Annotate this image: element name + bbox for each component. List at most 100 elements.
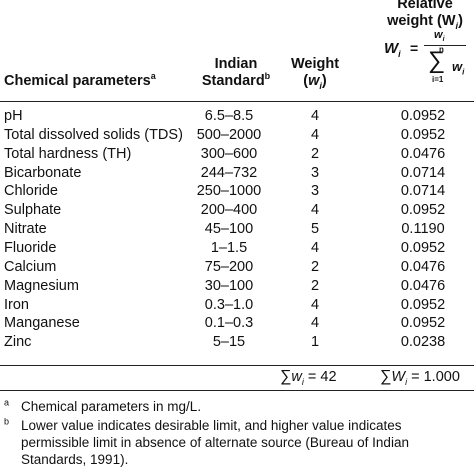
sum-icon: ∑	[380, 368, 392, 385]
relative-weight-value: 0.0952	[400, 108, 446, 124]
indian-standard-value: 0.1–0.3	[204, 315, 254, 332]
formula-lhs: W	[384, 40, 399, 57]
parameter-name: Total hardness (TH)	[4, 145, 132, 162]
header-standard-line1: Indian	[214, 56, 258, 72]
weight-value: 2	[310, 145, 320, 162]
relative-weight-value: 0.0952	[400, 296, 446, 313]
table-row: Calcium 75–200 2 0.0476	[0, 258, 474, 276]
relative-weight-value: 0.0476	[400, 258, 446, 275]
table-row: Chloride 250–1000 3 0.0714	[0, 182, 474, 200]
relative-total: ∑Wi = 1.000	[380, 368, 460, 387]
sum-icon: ∑	[280, 368, 292, 385]
formula-upper-limit: n	[439, 45, 444, 54]
weight-value: 2	[310, 277, 320, 294]
header-rule	[0, 101, 474, 102]
indian-standard-value: 0.3–1.0	[204, 296, 254, 313]
indian-standard-value: 250–1000	[196, 183, 262, 200]
header-weight-line2: (wi)	[303, 73, 327, 91]
relative-weight-value: 0.0476	[400, 145, 446, 162]
footnote-a-text: Chemical parameters in mg/L.	[21, 399, 202, 414]
parameter-name: Nitrate	[4, 221, 47, 238]
weight-value: 1	[310, 334, 320, 351]
relative-weight-value: 0.0476	[400, 277, 446, 294]
relative-total-value: = 1.000	[411, 369, 460, 385]
indian-standard-value: 5–15	[212, 334, 246, 351]
weight-total: ∑wi = 42	[280, 368, 337, 387]
parameter-name: pH	[4, 108, 23, 124]
footnote-b: b Lower value indicates desirable limit,…	[4, 416, 472, 467]
header-chemical-parameters: Chemical parametersa	[4, 71, 156, 90]
parameter-name: Sulphate	[4, 202, 62, 219]
totals-row: ∑wi = 42 ∑Wi = 1.000	[0, 368, 474, 387]
table-row: Bicarbonate 244–732 3 0.0714	[0, 164, 474, 182]
relative-weight-value: 0.0952	[400, 239, 446, 256]
footnote-b-text: Lower value indicates desirable limit, a…	[21, 418, 409, 467]
indian-standard-value: 30–100	[204, 277, 254, 294]
indian-standard-value: 1–1.5	[210, 239, 248, 256]
weight-value: 4	[310, 239, 320, 256]
header-standard-line2: Standardb	[201, 71, 271, 89]
indian-standard-value: 45–100	[204, 221, 254, 238]
table-row: Total hardness (TH) 300–600 2 0.0476	[0, 145, 474, 163]
indian-standard-value: 200–400	[200, 202, 258, 219]
table-row: Nitrate 45–100 5 0.1190	[0, 220, 474, 238]
relative-weight-formula: Wi = wi n ∑ wi i=1	[384, 29, 466, 84]
table-row: Iron 0.3–1.0 4 0.0952	[0, 296, 474, 314]
body-rule	[0, 365, 474, 366]
footnote-a-mark: a	[4, 397, 10, 408]
indian-standard-value: 75–200	[204, 258, 254, 275]
indian-standard-value: 300–600	[200, 145, 258, 162]
header-indian-standard: Indian Standardb	[186, 56, 286, 90]
table-row: Total dissolved solids (TDS) 500–2000 4 0.0…	[0, 126, 474, 144]
parameter-name: Fluoride	[4, 239, 57, 256]
weight-value: 3	[310, 183, 320, 200]
weight-value: 4	[310, 108, 320, 124]
indian-standard-value: 500–2000	[196, 126, 262, 143]
table-row: Manganese 0.1–0.3 4 0.0952	[0, 314, 474, 332]
weight-value: 4	[310, 315, 320, 332]
relative-weight-value: 0.0952	[400, 126, 446, 143]
footnote-b-mark: b	[4, 416, 10, 427]
weight-value: 5	[310, 221, 320, 238]
header-param-label: Chemical parameters	[4, 73, 151, 89]
indian-standard-value: 6.5–8.5	[204, 108, 254, 124]
relative-weight-value: 0.0714	[400, 183, 446, 200]
formula-denominator: w	[452, 59, 463, 74]
header-weight-line1: Weight	[290, 56, 340, 72]
table-row: Fluoride 1–1.5 4 0.0952	[0, 239, 474, 257]
parameter-name: Total dissolved solids (TDS)	[4, 126, 183, 143]
table-row: Magnesium 30–100 2 0.0476	[0, 277, 474, 295]
indian-standard-value: 244–732	[200, 164, 258, 181]
weight-value: 3	[310, 164, 320, 181]
header-relweight-line2: weight (Wi)	[387, 13, 463, 31]
parameter-name: Calcium	[4, 258, 57, 275]
header-relative-weight: Relative weight (Wi)	[376, 0, 474, 35]
footer-rule	[0, 390, 474, 391]
weight-value: 4	[310, 126, 320, 143]
table-row: pH 6.5–8.5 4 0.0952	[0, 107, 474, 125]
weight-total-value: = 42	[307, 369, 337, 385]
formula-fraction-bar	[424, 45, 466, 46]
header-relweight-line1: Relative	[397, 0, 453, 12]
weight-value: 4	[310, 202, 320, 219]
footnote-mark-b: b	[264, 71, 271, 82]
parameter-name: Iron	[4, 296, 29, 313]
table-row: Zinc 5–15 1 0.0238	[0, 333, 474, 351]
table-row: Sulphate 200–400 4 0.0952	[0, 201, 474, 219]
weight-value: 4	[310, 296, 320, 313]
parameter-name: Zinc	[4, 334, 32, 351]
relative-weight-value: 0.0952	[400, 315, 446, 332]
relative-weight-value: 0.0238	[400, 334, 446, 351]
formula-numerator: w	[434, 29, 443, 41]
weight-value: 2	[310, 258, 320, 275]
relative-weight-value: 0.0714	[400, 164, 446, 181]
sum-icon: ∑	[428, 47, 446, 74]
relative-weight-value: 0.1190	[401, 221, 445, 238]
parameter-name: Magnesium	[4, 277, 79, 294]
footnote-a: a Chemical parameters in mg/L.	[4, 398, 472, 415]
relative-weight-value: 0.0952	[400, 202, 446, 219]
formula-lower-limit: i=1	[432, 75, 444, 84]
footnote-mark-a: a	[150, 71, 156, 82]
parameter-name: Chloride	[4, 183, 58, 200]
